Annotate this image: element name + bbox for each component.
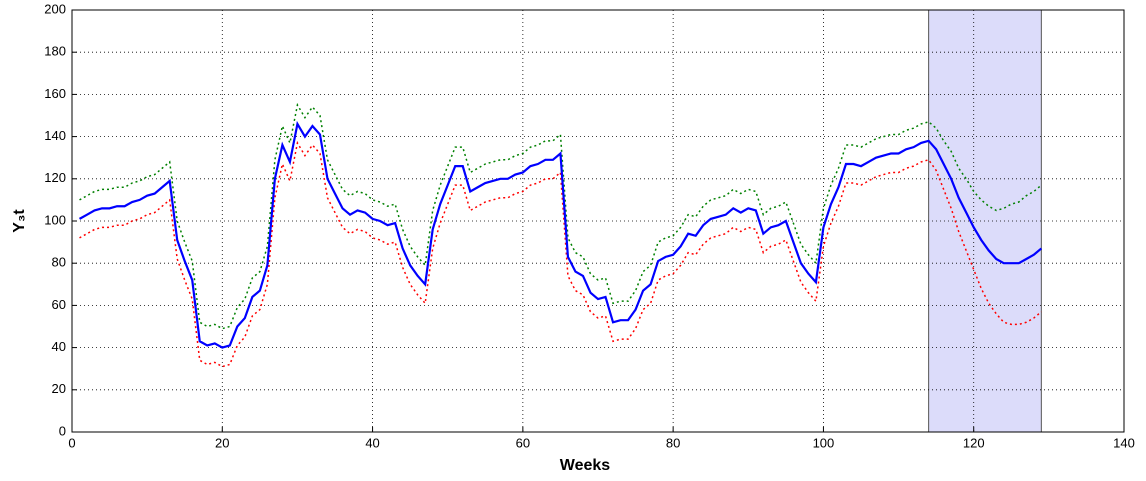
x-tick-label: 40 (365, 435, 379, 450)
x-axis-label: Weeks (560, 457, 611, 474)
y-tick-label: 160 (44, 86, 66, 101)
y-tick-label: 60 (52, 297, 66, 312)
y-tick-label: 20 (52, 381, 66, 396)
y-tick-label: 120 (44, 170, 66, 185)
series-line (79, 102, 1042, 330)
y-tick-label: 0 (59, 423, 66, 438)
x-tick-label: 60 (516, 435, 530, 450)
x-tick-label: 120 (963, 435, 985, 450)
x-tick-label: 140 (1113, 435, 1135, 450)
x-tick-label: 0 (68, 435, 75, 450)
x-tick-label: 100 (813, 435, 835, 450)
series-line (78, 120, 1043, 349)
y-tick-label: 80 (52, 255, 66, 270)
y-tick-label: 180 (44, 44, 66, 59)
series-line (79, 140, 1042, 368)
y-tick-label: 200 (44, 1, 66, 16)
y-axis-label: Y₃t (11, 209, 28, 233)
y-tick-label: 100 (44, 212, 66, 227)
axes-box (71, 9, 1125, 433)
x-tick-label: 20 (215, 435, 229, 450)
x-tick-label: 80 (666, 435, 680, 450)
y-tick-label: 140 (44, 128, 66, 143)
y-tick-label: 40 (52, 339, 66, 354)
